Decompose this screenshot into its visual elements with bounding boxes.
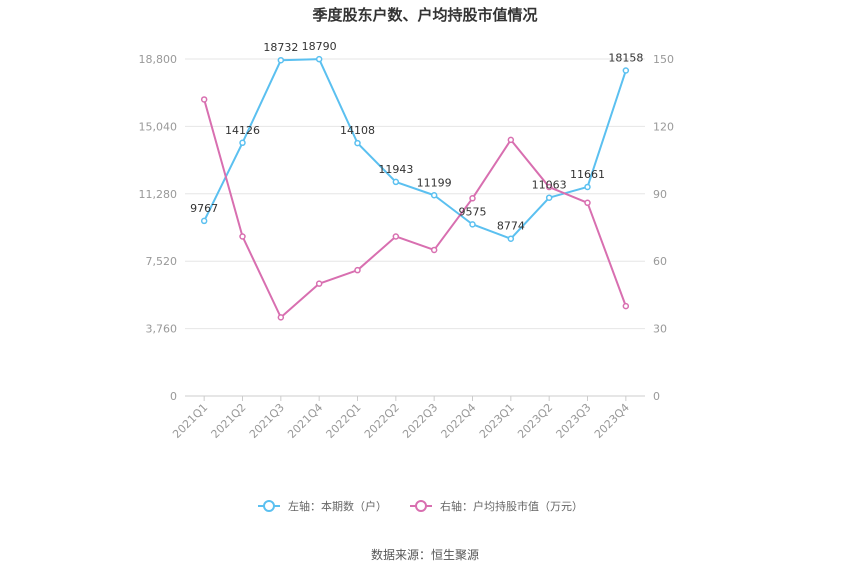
series-point-2 [584,199,591,207]
left-tick-label: 15,040 [139,120,178,133]
chart-title: 季度股东户数、户均持股市值情况 [312,6,537,24]
series-point-1 [277,56,285,64]
series-point-2 [545,183,553,191]
x-tick-label: 2022Q4 [439,401,479,441]
data-label: 9575 [459,205,487,218]
series-point-1 [315,55,323,63]
series-point-2 [354,266,361,274]
x-tick-label: 2023Q3 [554,401,594,441]
series-point-1 [507,235,515,242]
right-tick-label: 120 [653,120,674,133]
data-label: 9767 [190,202,218,215]
series-point-1 [239,139,246,147]
right-tick-label: 150 [653,53,674,66]
series-point-2 [469,195,476,202]
series-line-1 [203,58,627,240]
series-point-1 [469,221,476,228]
series-point-2 [277,314,285,321]
right-tick-label: 0 [653,390,660,403]
right-tick-label: 90 [653,188,667,201]
legend-marker [263,500,275,512]
data-label: 8774 [497,220,525,233]
data-label: 18732 [263,41,298,54]
data-label: 18158 [608,52,643,65]
left-tick-label: 0 [170,390,177,403]
left-tick-label: 11,280 [139,188,178,201]
data-label: 18790 [302,40,337,53]
x-tick-label: 2022Q1 [324,401,364,441]
x-tick-label: 2023Q2 [515,401,555,441]
left-tick-label: 18,800 [139,53,178,66]
data-label: 11063 [532,179,567,192]
series-point-2 [430,246,438,254]
series-point-2 [315,280,323,287]
series-point-1 [584,183,591,191]
data-labels: 9767 14126 18732 18790 14108 11943 11199 9575 87… [190,40,643,233]
series-point-2 [392,233,400,240]
series-point-2 [239,233,246,240]
series-point-2 [622,302,630,310]
x-axis-ticks: 2021Q12021Q22021Q32021Q42022Q12022Q22022… [170,396,632,441]
legend-marker [415,500,427,512]
data-label: 11661 [570,168,605,181]
left-tick-label: 3,760 [146,323,178,336]
source-note: 数据来源：恒生聚源 [371,547,479,562]
right-tick-label: 60 [653,255,667,268]
data-label: 11943 [378,163,413,176]
legend-item-2[interactable]: 右轴：户均持股市值（万元） [410,499,583,513]
series-point-2 [200,96,208,103]
x-tick-label: 2021Q3 [247,401,287,441]
legend[interactable]: 左轴：本期数（户） 右轴：户均持股市值（万元） [258,499,583,513]
left-tick-label: 7,520 [146,255,178,268]
series-point-1 [392,178,400,186]
series-point-1 [430,192,438,199]
series-group [200,55,630,321]
series-point-1 [622,67,630,74]
series-point-2 [507,136,515,144]
grid-lines [185,58,645,397]
x-tick-label: 2023Q1 [477,401,517,441]
left-axis-ticks: 0 3,760 7,520 11,280 15,040 18,800 [139,53,178,403]
legend-label: 左轴：本期数（户） [288,499,387,513]
x-tick-label: 2021Q4 [285,401,325,441]
data-label: 11199 [417,176,452,189]
data-label: 14126 [225,124,260,137]
data-label: 14108 [340,124,375,137]
series-line-2 [203,99,627,319]
x-tick-label: 2022Q2 [362,401,402,441]
series-point-1 [545,194,553,201]
legend-label: 右轴：户均持股市值（万元） [440,499,583,513]
legend-item-1[interactable]: 左轴：本期数（户） [258,499,387,513]
x-tick-label: 2021Q2 [209,401,249,441]
right-tick-label: 30 [653,323,667,336]
series-point-1 [200,217,208,225]
x-tick-label: 2023Q4 [592,401,632,441]
series-point-1 [354,139,361,147]
right-axis-ticks: 0 30 60 90 120 150 [653,53,674,403]
x-tick-label: 2022Q3 [400,401,440,441]
x-tick-label: 2021Q1 [170,401,210,441]
